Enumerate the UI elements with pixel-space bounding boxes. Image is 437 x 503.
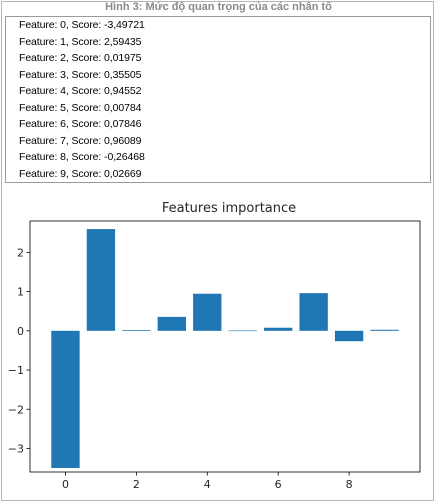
output-line: Feature: 0, Score: -3,49721 — [19, 19, 145, 31]
y-tick-label: −3 — [8, 442, 24, 455]
axes-group: −3 −2 −1 0 1 2 0 2 4 6 8 — [8, 220, 421, 491]
y-tick-label: −2 — [8, 403, 24, 416]
bar-feature-2 — [122, 330, 151, 331]
x-tick-label: 2 — [133, 478, 140, 491]
chart-title: Features importance — [162, 201, 296, 216]
bar-feature-6 — [264, 327, 293, 331]
output-line: Feature: 7, Score: 0,96089 — [19, 134, 142, 147]
figure-caption: Hình 3: Mức độ quan trọng của các nhân t… — [105, 1, 332, 13]
output-line: Feature: 1, Score: 2,59435 — [19, 35, 142, 48]
plot-area-border — [29, 220, 421, 473]
bar-feature-5 — [228, 330, 257, 332]
bar-feature-8 — [334, 330, 364, 342]
output-line: Feature: 5, Score: 0,00784 — [19, 101, 142, 114]
y-tick-label: 2 — [17, 246, 24, 259]
console-output: Feature: 0, Score: -3,49721 Feature: 1, … — [5, 16, 431, 183]
x-tick-label: 0 — [62, 478, 69, 491]
bar-chart: Features importance −3 −2 −1 0 1 2 0 2 4 6 8 — [8, 201, 421, 491]
bar-feature-0 — [51, 330, 80, 468]
bar-feature-1 — [86, 229, 116, 331]
y-tick-label: 0 — [17, 325, 24, 338]
x-tick-label: 6 — [275, 478, 282, 491]
bar-feature-7 — [299, 293, 328, 331]
y-tick-label: −1 — [8, 364, 24, 377]
bar-feature-3 — [157, 316, 186, 331]
output-line: Feature: 2, Score: 0,01975 — [19, 52, 142, 64]
output-line: Feature: 9, Score: 0,02669 — [19, 167, 142, 180]
bars-group — [51, 229, 399, 468]
bar-feature-4 — [193, 293, 222, 331]
output-line: Feature: 8, Score: -0,26468 — [19, 151, 145, 163]
y-tick-label: 1 — [17, 286, 24, 299]
output-line: Feature: 6, Score: 0,07846 — [19, 118, 142, 130]
bar-feature-9 — [370, 329, 399, 331]
x-tick-label: 4 — [204, 478, 211, 491]
output-line: Feature: 4, Score: 0,94552 — [19, 85, 142, 97]
output-line: Feature: 3, Score: 0,35505 — [19, 68, 142, 81]
x-tick-label: 8 — [346, 478, 353, 491]
